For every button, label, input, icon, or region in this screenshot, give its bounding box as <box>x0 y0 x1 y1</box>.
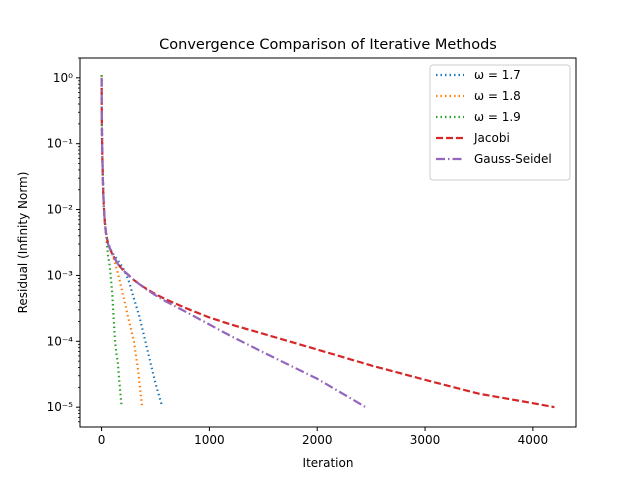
y-tick-label-3: 10⁻² <box>47 203 74 217</box>
legend-label-4: Gauss-Seidel <box>474 152 552 166</box>
y-tick-label-2: 10⁻³ <box>47 268 74 282</box>
y-tick-label-0: 10⁻⁵ <box>47 400 74 414</box>
legend-label-2: ω = 1.9 <box>474 110 521 124</box>
chart-title: Convergence Comparison of Iterative Meth… <box>159 37 497 53</box>
legend: ω = 1.7 ω = 1.8 ω = 1.9 Jacobi Gauss-Seidel <box>429 64 571 181</box>
y-axis-label: Residual (Infinity Norm) <box>16 172 30 314</box>
series-line-4 <box>100 77 367 409</box>
x-tick-label-1: 1000 <box>194 433 225 447</box>
x-tick-label-2: 2000 <box>302 433 333 447</box>
x-tick-label-4: 4000 <box>518 433 549 447</box>
legend-label-3: Jacobi <box>473 131 510 145</box>
x-tick-label-0: 0 <box>98 433 106 447</box>
legend-label-1: ω = 1.8 <box>474 89 521 103</box>
series-layer <box>100 75 555 409</box>
legend-box <box>429 64 571 181</box>
y-tick-label-4: 10⁻¹ <box>47 137 74 151</box>
legend-label-0: ω = 1.7 <box>474 68 521 82</box>
ticks-layer: 0 1000 2000 3000 4000 10⁻⁵ 10⁻⁴ 10⁻³ 10⁻² 10⁻¹ 10⁰ <box>47 57 549 447</box>
y-tick-label-5: 10⁰ <box>53 71 73 85</box>
x-axis-label: Iteration <box>303 456 354 470</box>
x-tick-label-3: 3000 <box>410 433 441 447</box>
plot-frame <box>79 57 577 428</box>
y-tick-label-1: 10⁻⁴ <box>47 334 74 348</box>
